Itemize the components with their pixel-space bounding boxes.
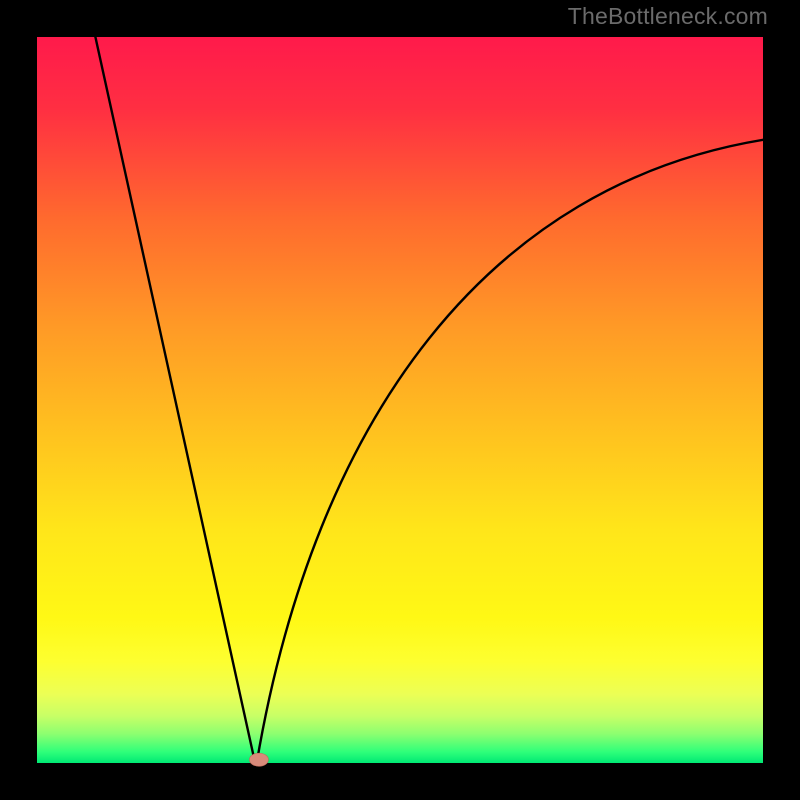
chart-root: TheBottleneck.com [0,0,800,800]
attribution-text: TheBottleneck.com [568,3,768,30]
chart-overlay [37,37,767,767]
curve-path [95,37,767,767]
minimum-marker [249,753,268,766]
plot-frame [35,35,765,765]
